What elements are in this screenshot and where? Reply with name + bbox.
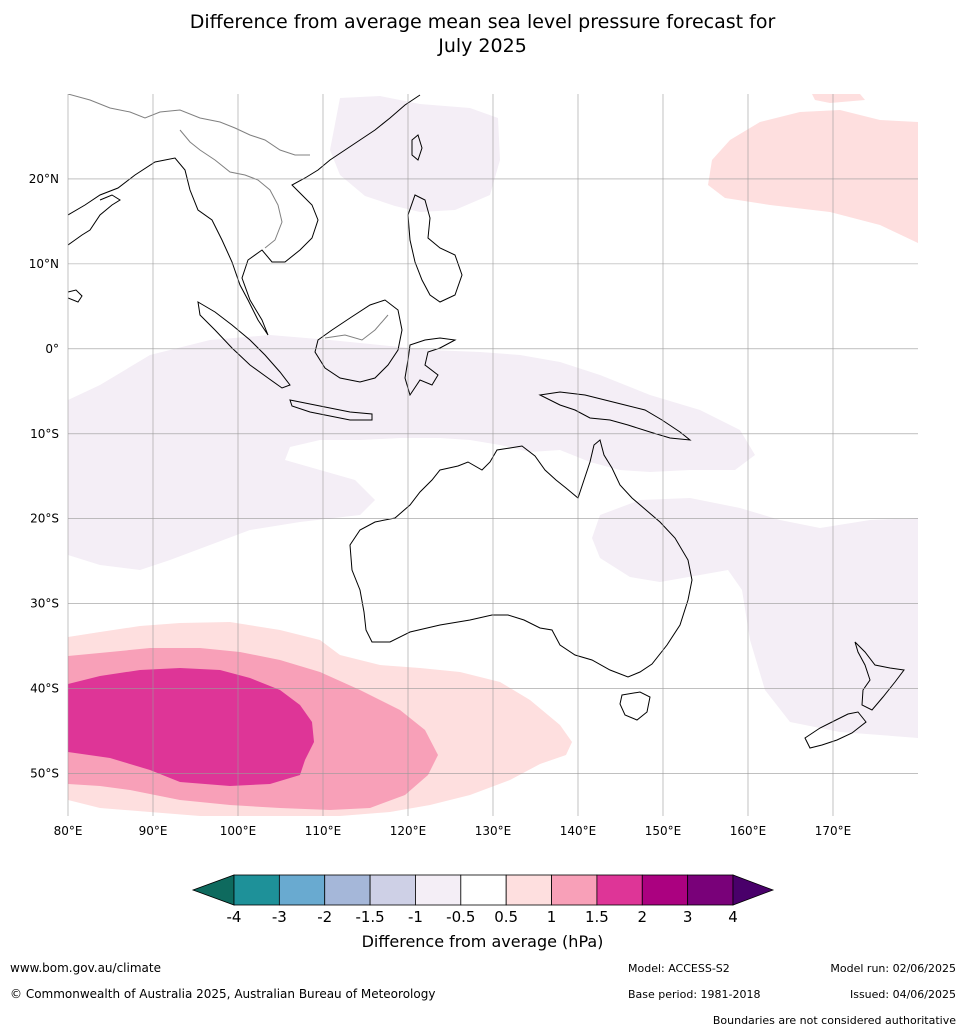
colorbar-extend-low xyxy=(191,874,235,906)
sulawesi-coastline xyxy=(404,337,457,397)
anomaly-region-northwest-lavender xyxy=(330,96,500,212)
border-borneo xyxy=(324,314,389,341)
lon-tick-label: 80°E xyxy=(54,824,83,838)
australia-coastline xyxy=(349,439,693,678)
longitude-labels: 80°E 90°E 100°E 110°E 120°E 130°E 140°E 150°E 16… xyxy=(54,824,852,838)
colorbar-tick: 3 xyxy=(683,908,693,926)
footer-url[interactable]: www.bom.gov.au/climate xyxy=(10,961,161,975)
title-line-2: July 2025 xyxy=(438,35,527,57)
lon-tick-label: 130°E xyxy=(475,824,512,838)
colorbar-tick: -0.5 xyxy=(446,908,475,926)
colorbar-tick: -2 xyxy=(317,908,332,926)
country-borders xyxy=(68,94,389,341)
coastlines xyxy=(68,94,905,749)
colorbar-tick: 0.5 xyxy=(494,908,518,926)
lon-tick-label: 160°E xyxy=(730,824,767,838)
lon-tick-label: 90°E xyxy=(139,824,168,838)
colorbar-swatch xyxy=(460,874,507,906)
tasmania-coastline xyxy=(619,691,651,721)
colorbar-tick: -1 xyxy=(408,908,423,926)
colorbar-swatch xyxy=(505,874,552,906)
anomaly-region-australia-east-lavender xyxy=(592,498,918,738)
new-zealand-north-coastline xyxy=(854,641,905,711)
border-mainland-se-asia xyxy=(179,129,283,249)
footer-issued: Issued: 04/06/2025 xyxy=(849,988,956,1001)
colorbar-tick: 1.5 xyxy=(585,908,609,926)
lat-tick-label: 20°S xyxy=(30,512,59,526)
colorbar-swatch xyxy=(233,874,280,906)
colorbar-swatch xyxy=(551,874,598,906)
anomaly-region-southern-ocean-magenta xyxy=(68,668,314,786)
taiwan-coastline xyxy=(411,134,423,161)
footer-disclaimer: Boundaries are not considered authoritat… xyxy=(712,1014,956,1027)
colorbar-tick: 2 xyxy=(637,908,647,926)
latitude-labels: 20°N 10°N 0° 10°S 20°S 30°S 40°S 50°S xyxy=(29,172,59,781)
lat-tick-label: 40°S xyxy=(30,682,59,696)
philippines-coastline xyxy=(407,194,463,303)
lat-tick-label: 50°S xyxy=(30,767,59,781)
colorbar xyxy=(191,874,775,906)
lon-tick-label: 150°E xyxy=(645,824,682,838)
colorbar-tick: 4 xyxy=(728,908,738,926)
new-zealand-south-coastline xyxy=(804,711,867,749)
colorbar-label: Difference from average (hPa) xyxy=(361,932,604,951)
chart-title: Difference from average mean sea level p… xyxy=(0,10,965,58)
footer-model: Model: ACCESS-S2 xyxy=(628,962,730,975)
lon-tick-label: 120°E xyxy=(390,824,427,838)
colorbar-swatch xyxy=(641,874,689,906)
colorbar-swatch xyxy=(596,874,643,906)
colorbar-tick: -4 xyxy=(227,908,242,926)
lon-tick-label: 100°E xyxy=(220,824,257,838)
sumatra-coastline xyxy=(197,301,291,389)
new-guinea-coastline xyxy=(538,391,692,441)
title-line-1: Difference from average mean sea level p… xyxy=(189,11,776,33)
colorbar-swatch xyxy=(278,874,326,906)
lat-tick-label: 10°N xyxy=(29,257,59,271)
anomaly-region-indian-ocean-lavender xyxy=(68,335,755,570)
colorbar-swatch xyxy=(369,874,416,906)
colorbar-tick: 1 xyxy=(547,908,557,926)
borneo-coastline xyxy=(314,299,403,383)
anomaly-region-pacific-light-pink xyxy=(708,110,918,243)
colorbar-tick: -1.5 xyxy=(355,908,384,926)
anomaly-region-coral-sea-lavender xyxy=(740,520,800,560)
colorbar-tick-labels: -4 -3 -2 -1.5 -1 -0.5 0.5 1 1.5 2 3 4 xyxy=(227,908,738,926)
colorbar-tick: -3 xyxy=(272,908,287,926)
colorbar-extend-high xyxy=(732,874,775,906)
lon-tick-label: 170°E xyxy=(815,824,852,838)
india-coastline xyxy=(68,194,121,246)
sri-lanka-coastline xyxy=(68,289,83,303)
colorbar-swatch xyxy=(415,874,462,906)
colorbar-swatch xyxy=(324,874,371,906)
footer-model-run: Model run: 02/06/2025 xyxy=(830,962,956,975)
java-coastline xyxy=(289,399,373,421)
lat-tick-label: 20°N xyxy=(29,172,59,186)
colorbar-swatch xyxy=(687,874,734,906)
lon-tick-label: 110°E xyxy=(305,824,342,838)
asia-mainland-coastline xyxy=(68,94,421,336)
lat-tick-label: 30°S xyxy=(30,597,59,611)
lon-tick-label: 140°E xyxy=(560,824,597,838)
footer-base-period: Base period: 1981-2018 xyxy=(628,988,761,1001)
lat-tick-label: 10°S xyxy=(30,427,59,441)
graticule xyxy=(67,94,918,816)
lat-tick-label: 0° xyxy=(45,342,59,356)
border-south-asia xyxy=(68,94,310,156)
anomaly-region-pacific-top-light-pink xyxy=(812,94,865,103)
footer-copyright: © Commonwealth of Australia 2025, Austra… xyxy=(10,987,436,1001)
